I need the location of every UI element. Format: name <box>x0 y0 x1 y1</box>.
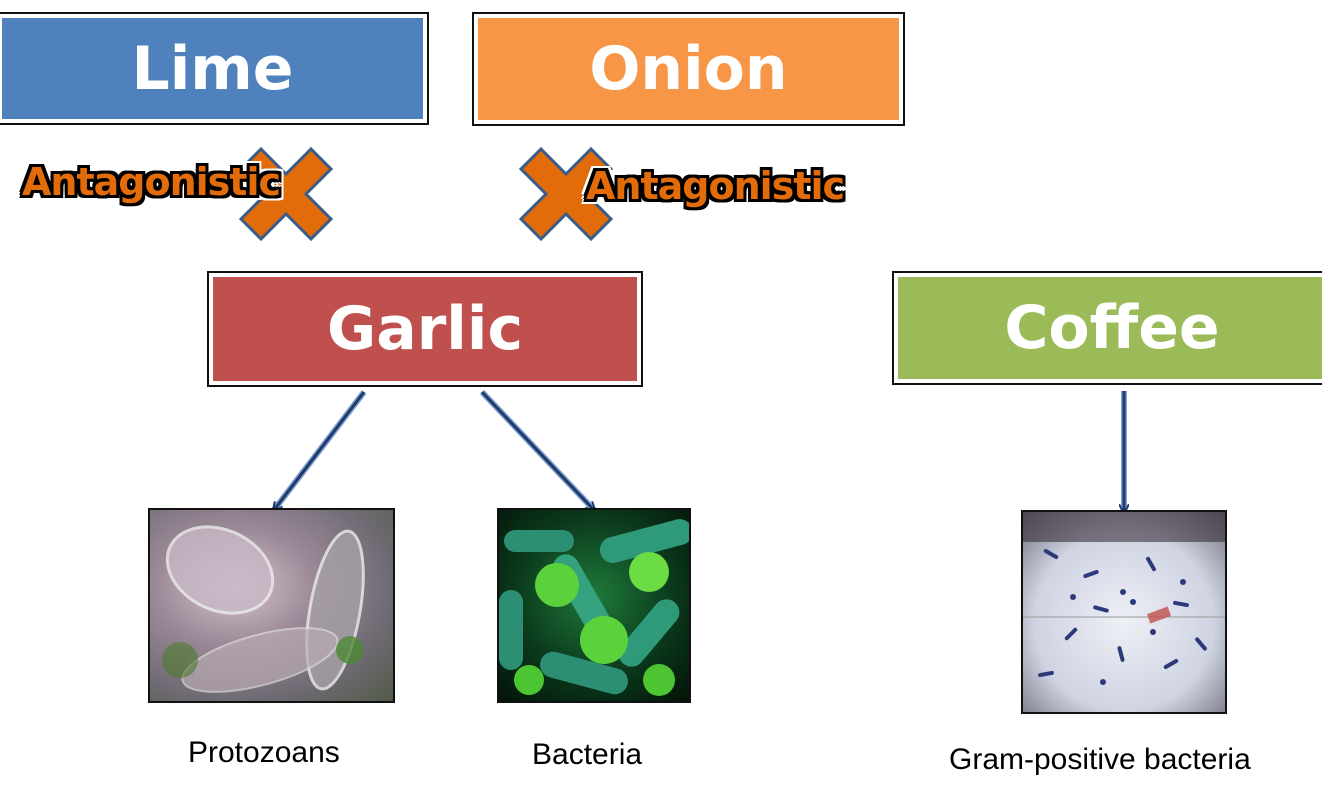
bacteria-caption: Bacteria <box>532 738 643 771</box>
gram-positive-micrograph <box>1021 510 1227 714</box>
lime-box: Lime <box>0 12 429 125</box>
coffee-box: Coffee <box>892 271 1322 385</box>
antagonistic-label-left: Antagonistic <box>22 160 281 204</box>
protozoans-caption: Protozoans <box>188 736 340 769</box>
arrow-garlic-bacteria <box>479 389 594 510</box>
onion-label: Onion <box>589 34 788 104</box>
coffee-label: Coffee <box>1004 293 1220 363</box>
gram-positive-bacteria-caption: Gram-positive bacteria <box>949 743 1251 776</box>
garlic-label: Garlic <box>326 294 524 364</box>
garlic-box: Garlic <box>207 271 643 387</box>
lime-label: Lime <box>131 33 294 104</box>
antagonistic-label-right: Antagonistic <box>586 164 845 208</box>
arrow-garlic-protozoa <box>274 390 367 510</box>
bacteria-photo <box>497 508 691 703</box>
protozoa-photo <box>148 508 395 703</box>
onion-box: Onion <box>472 12 905 126</box>
